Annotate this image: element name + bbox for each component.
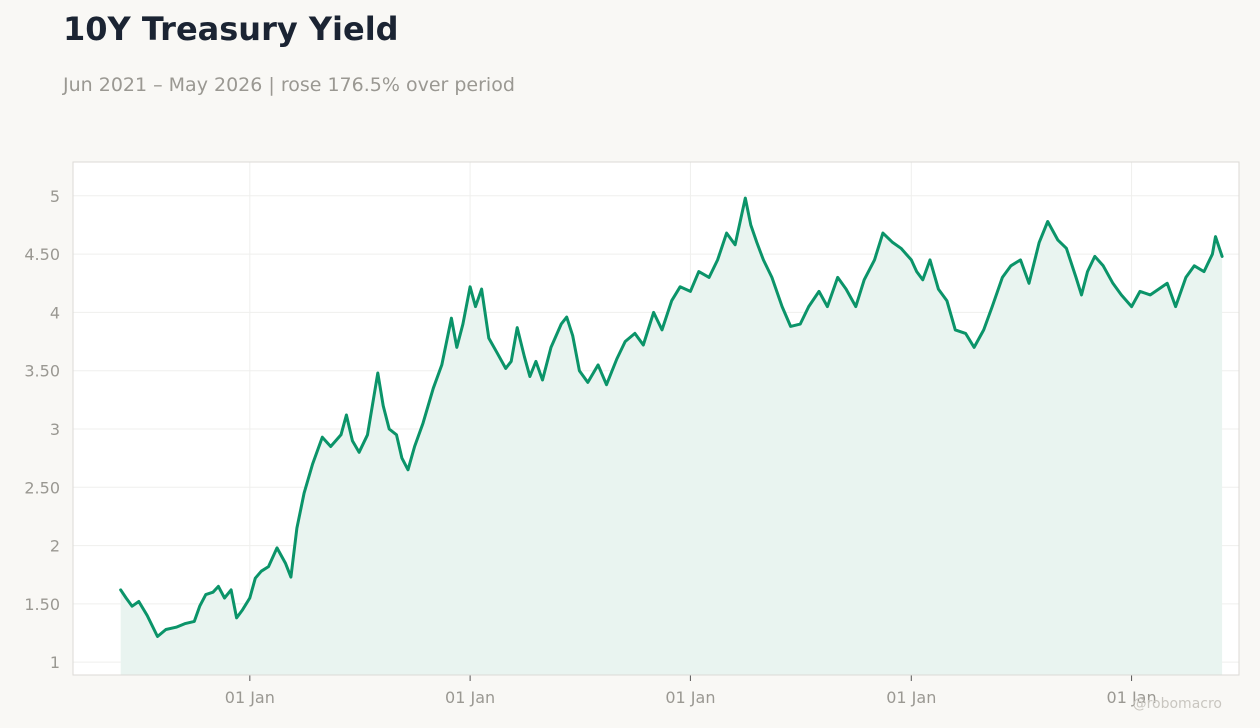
y-tick-label: 1.50 <box>24 595 60 614</box>
y-tick-label: 1 <box>50 653 60 672</box>
watermark: @robomacro <box>1132 696 1222 712</box>
chart-title: 10Y Treasury Yield <box>63 10 399 48</box>
x-tick-label: 01 Jan <box>445 688 495 707</box>
y-tick-label: 2.50 <box>24 478 60 497</box>
y-tick-label: 2 <box>50 537 60 556</box>
plot-frame <box>72 161 1240 676</box>
x-tick-label: 01 Jan <box>225 688 275 707</box>
y-tick-label: 5 <box>50 187 60 206</box>
series-line <box>119 196 1224 638</box>
y-tick-label: 3 <box>50 420 60 439</box>
y-tick-label: 4 <box>50 303 60 322</box>
x-tick-label: 01 Jan <box>665 688 715 707</box>
series-area <box>120 198 1223 675</box>
x-axis-ticks: 01 Jan 01 Jan 01 Jan 01 Jan 01 Jan <box>225 675 1157 707</box>
chart-subtitle: Jun 2021 – May 2026 | rose 176.5% over p… <box>63 74 515 96</box>
x-tick-label: 01 Jan <box>1107 688 1157 707</box>
y-tick-label: 3.50 <box>24 362 60 381</box>
y-axis-ticks: 1 1.50 2 2.50 3 3.50 4 4.50 5 <box>24 187 60 672</box>
x-tick-label: 01 Jan <box>886 688 936 707</box>
y-tick-label: 4.50 <box>24 245 60 264</box>
